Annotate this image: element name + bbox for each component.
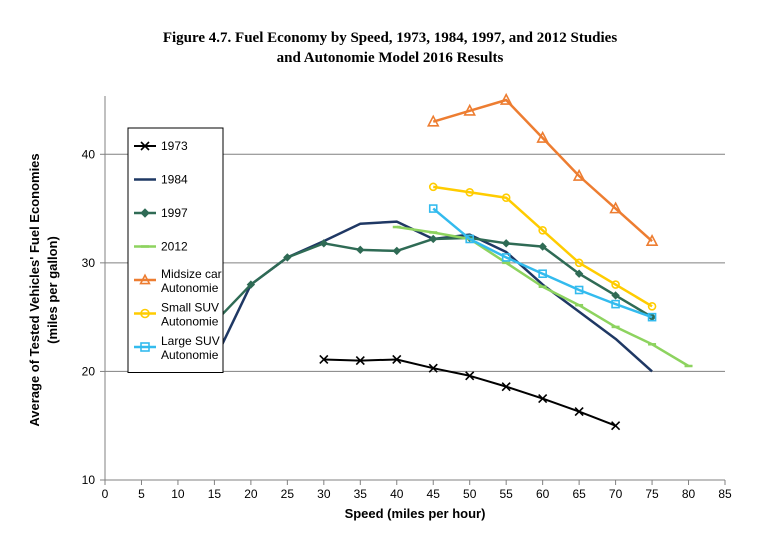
x-tick-label: 30 [317,487,331,501]
series-line [214,222,652,372]
x-tick-label: 65 [572,487,586,501]
legend-label: Autonomie [161,315,219,329]
x-tick-label: 55 [499,487,513,501]
legend-label: 2012 [161,240,188,254]
legend-label: Autonomie [161,348,219,362]
x-axis-title: Speed (miles per hour) [345,506,486,521]
legend-label: Small SUV [161,301,219,315]
x-tick-label: 60 [536,487,550,501]
x-tick-label: 35 [354,487,368,501]
x-tick-label: 80 [682,487,696,501]
y-tick-label: 20 [82,364,96,378]
x-tick-label: 10 [171,487,185,501]
figure-container: Figure 4.7. Fuel Economy by Speed, 1973,… [0,0,780,541]
y-tick-label: 10 [82,473,96,487]
x-tick-label: 20 [244,487,258,501]
y-axis-title-line1: Average of Tested Vehicles' Fuel Economi… [27,153,42,426]
chart-plot: 10 20 30 40 0 5 10 15 20 25 30 35 40 45 50 55 60 65 70 75 80… [0,0,780,541]
x-tick-label: 75 [645,487,659,501]
marker-diamond [393,247,400,254]
marker-diamond [503,240,510,247]
series-line [433,100,652,241]
y-axis-title-line2: (miles per gallon) [45,236,60,344]
x-tick-label: 25 [281,487,295,501]
x-tick-label: 0 [102,487,109,501]
series-1984 [214,222,652,372]
y-tick-label: 30 [82,256,96,270]
legend-label: 1997 [161,206,188,220]
legend-label: Autonomie [161,281,219,295]
y-tick-label: 40 [82,147,96,161]
series-line [324,359,616,425]
marker-diamond [357,246,364,253]
x-tick-label: 15 [208,487,222,501]
x-tick-label: 45 [427,487,441,501]
series-1973 [320,355,620,429]
x-tick-label: 70 [609,487,623,501]
legend-label: Midsize car [161,267,222,281]
x-tick-label: 50 [463,487,477,501]
x-tick-label: 40 [390,487,404,501]
legend-label: 1984 [161,173,188,187]
legend-label: Large SUV [161,334,220,348]
legend-label: 1973 [161,139,188,153]
x-tick-label: 85 [718,487,732,501]
x-tick-label: 5 [138,487,145,501]
y-axis-title-group: Average of Tested Vehicles' Fuel Economi… [27,153,60,426]
series-midsize-car-autonomie [428,95,657,246]
